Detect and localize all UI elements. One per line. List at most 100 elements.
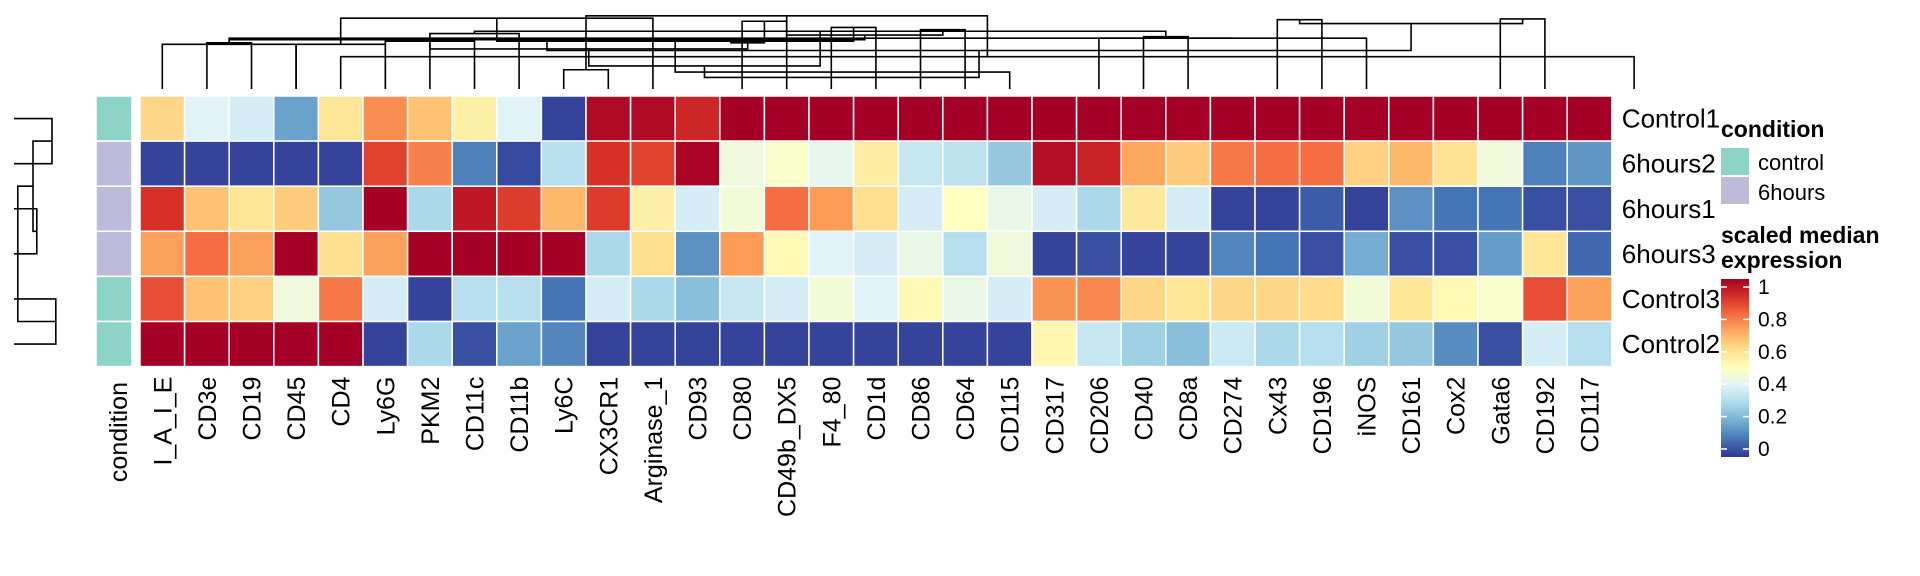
heatmap-cell	[585, 185, 632, 233]
heatmap-cell	[1521, 185, 1568, 233]
heatmap-cell	[1254, 275, 1301, 323]
column-label-F4_80: F4_80	[818, 377, 846, 448]
heatmap-cell	[1031, 95, 1078, 142]
heatmap-cell	[1075, 185, 1122, 233]
column-dendrogram-branch	[1298, 18, 1524, 25]
column-dendrogram-branch	[674, 41, 1011, 89]
column-label-CD4: CD4	[328, 377, 356, 427]
heatmap-cell	[1209, 95, 1256, 142]
column-label-CD86: CD86	[908, 377, 936, 441]
legend-swatch-6hours	[1721, 177, 1749, 204]
heatmap-cells	[139, 95, 1613, 368]
heatmap-cell	[852, 95, 899, 142]
heatmap-cell	[362, 95, 409, 142]
heatmap-cell	[406, 230, 453, 278]
heatmap-cell	[496, 230, 543, 278]
heatmap-cell	[1388, 275, 1435, 323]
column-label-CD115: CD115	[997, 377, 1025, 453]
heatmap-cell	[1031, 185, 1078, 233]
column-label-CD8a: CD8a	[1175, 377, 1203, 441]
heatmap-cell	[1477, 230, 1524, 278]
condition-cell-6hours1	[95, 185, 133, 233]
heatmap-cell	[897, 95, 944, 142]
heatmap-cell	[585, 275, 632, 323]
condition-cell-Control1	[95, 95, 133, 142]
column-label-CD93: CD93	[685, 377, 713, 441]
column-label-iNOS: iNOS	[1354, 377, 1382, 437]
heatmap-cell	[763, 95, 810, 142]
heatmap-cell	[719, 95, 766, 142]
colorbar-ticks: 1 0.8 0.6 0.4 0.2 0	[1721, 276, 1788, 461]
heatmap-cell	[1477, 140, 1524, 187]
heatmap-cell	[986, 320, 1033, 368]
heatmap-cell	[1209, 185, 1256, 233]
heatmap-cell	[228, 140, 275, 187]
column-label-CD19: CD19	[239, 377, 267, 441]
heatmap-cell	[1209, 275, 1256, 323]
column-dendrogram-branch	[161, 43, 297, 89]
column-dendrogram-branch	[562, 68, 610, 89]
heatmap-cell	[1477, 185, 1524, 233]
heatmap-cell	[629, 275, 676, 323]
column-label-CD11b: CD11b	[506, 377, 534, 453]
heatmap-cell	[629, 320, 676, 368]
heatmap-cell	[986, 185, 1033, 233]
heatmap-cell	[719, 140, 766, 187]
heatmap-cell	[897, 230, 944, 278]
colorbar-tick-label: 0.6	[1758, 341, 1787, 364]
heatmap-cell	[1432, 275, 1479, 323]
heatmap-cell	[1120, 275, 1167, 323]
heatmap-cell	[1298, 320, 1345, 368]
heatmap-cell	[228, 320, 275, 368]
heatmap-cell	[852, 275, 899, 323]
heatmap-cell	[139, 320, 186, 368]
heatmap-cell	[942, 185, 989, 233]
heatmap-cell	[1209, 230, 1256, 278]
heatmap-cell	[942, 320, 989, 368]
heatmap-cell	[808, 185, 855, 233]
heatmap-cell	[183, 230, 230, 278]
heatmap-cell	[942, 230, 989, 278]
heatmap-cell	[362, 140, 409, 187]
heatmap-cell	[1120, 185, 1167, 233]
heatmap-cell	[1209, 140, 1256, 187]
heatmap-cell	[629, 230, 676, 278]
column-dendrogram-branch	[429, 41, 749, 50]
heatmap-cell	[451, 275, 498, 323]
heatmap-cell	[406, 275, 453, 323]
heatmap-cell	[317, 230, 364, 278]
condition-cell-Control2	[95, 320, 133, 368]
heatmap-cell	[451, 320, 498, 368]
row-dendrogram	[14, 117, 57, 345]
heatmap-cell	[1566, 185, 1613, 233]
heatmap-cell	[1521, 230, 1568, 278]
heatmap-cell	[585, 95, 632, 142]
column-label-CD64: CD64	[952, 377, 980, 441]
column-dendrogram-branch	[785, 15, 944, 36]
heatmap-cell	[986, 140, 1033, 187]
heatmap-cell	[763, 185, 810, 233]
heatmap-cell	[1120, 230, 1167, 278]
column-dendrogram-branch	[703, 50, 980, 79]
heatmap-cell	[897, 320, 944, 368]
heatmap-cell	[540, 320, 587, 368]
heatmap-cell	[496, 140, 543, 187]
heatmap-cell	[139, 140, 186, 187]
heatmap-cell	[273, 320, 320, 368]
heatmap-cell	[1254, 185, 1301, 233]
heatmap-cell	[362, 185, 409, 233]
column-dendrogram-branch	[1098, 37, 1368, 89]
colorbar-tick-label: 0.8	[1758, 308, 1787, 331]
column-label-Cox2: Cox2	[1443, 377, 1471, 435]
column-dendrogram	[161, 15, 1635, 89]
column-label-CD49b_DX5: CD49b_DX5	[774, 377, 802, 517]
column-label-PKM2: PKM2	[417, 377, 445, 445]
heatmap-cell	[317, 275, 364, 323]
heatmap-cell	[1343, 275, 1390, 323]
heatmap-cell	[273, 230, 320, 278]
heatmap-cell	[852, 230, 899, 278]
heatmap-cell	[540, 185, 587, 233]
colorbar-title-line1: scaled median	[1721, 222, 1880, 248]
heatmap-cell	[183, 320, 230, 368]
